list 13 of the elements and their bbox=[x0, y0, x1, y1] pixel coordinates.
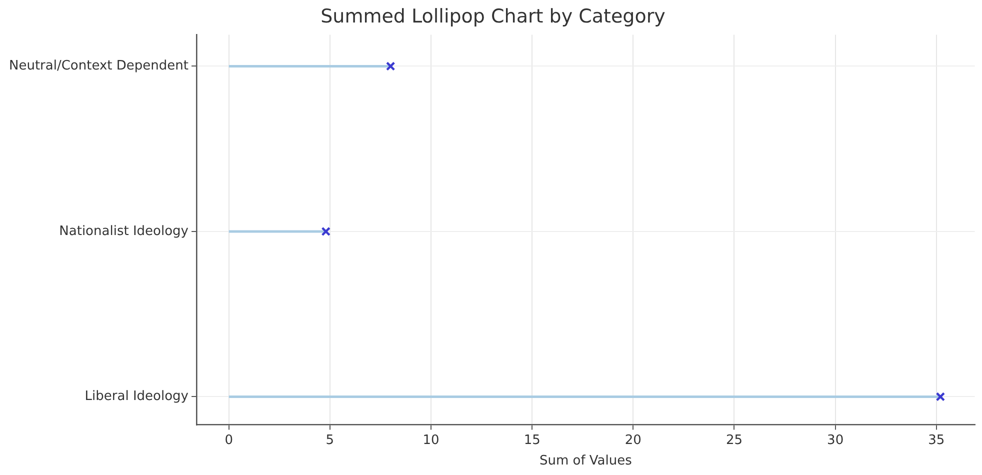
x-tick-label: 0 bbox=[224, 432, 233, 448]
y-tick-label: Nationalist Ideology bbox=[59, 224, 189, 239]
x-tick-label: 10 bbox=[422, 432, 440, 448]
x-axis-title: Sum of Values bbox=[539, 454, 632, 469]
x-tick-label: 35 bbox=[928, 432, 945, 448]
y-tick-label: Liberal Ideology bbox=[84, 389, 189, 404]
x-tick-label: 30 bbox=[827, 432, 844, 448]
x-tick-label: 15 bbox=[524, 432, 540, 448]
x-tick-label: 20 bbox=[624, 432, 642, 448]
x-tick-label: 5 bbox=[326, 432, 334, 448]
x-tick-label: 25 bbox=[726, 432, 743, 448]
chart-title: Summed Lollipop Chart by Category bbox=[320, 5, 666, 28]
y-tick-label: Neutral/Context Dependent bbox=[8, 58, 189, 74]
